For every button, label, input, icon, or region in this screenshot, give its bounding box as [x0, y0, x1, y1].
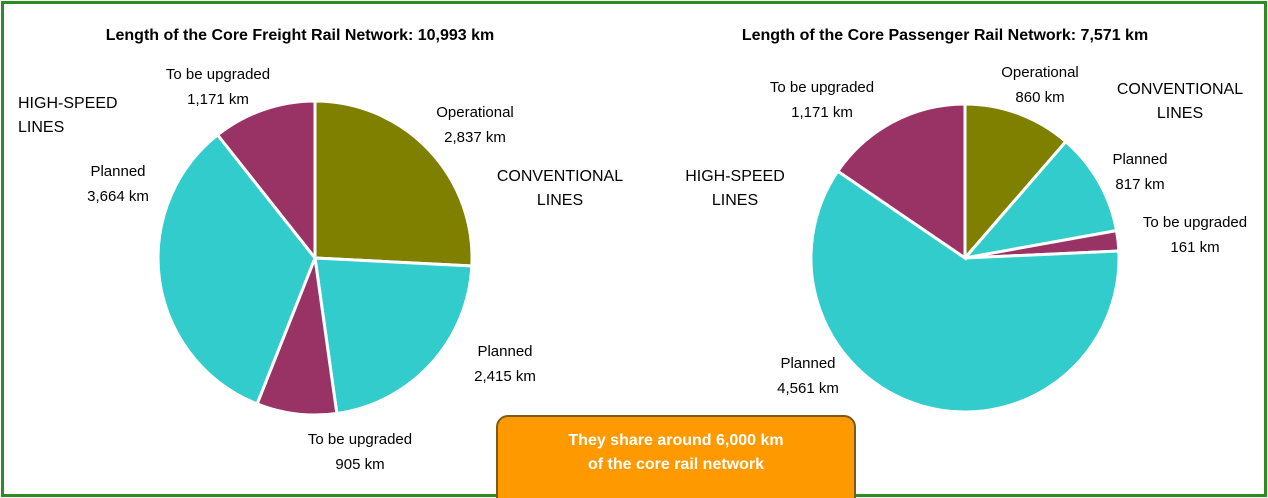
slice-label: To be upgraded	[770, 79, 874, 96]
slice-value: 1,171 km	[791, 104, 853, 121]
slice-value: 2,837 km	[444, 129, 506, 146]
slice-value: 817 km	[1115, 176, 1164, 193]
pie-slice	[156, 132, 317, 406]
slice-value: 2,415 km	[474, 368, 536, 385]
slice-label: Operational	[1001, 64, 1079, 81]
pie-slice	[313, 256, 474, 416]
slice-label: Planned	[780, 355, 835, 372]
slice-value: 1,171 km	[187, 91, 249, 108]
pie-slice	[835, 102, 967, 261]
slice-label: Operational	[436, 104, 514, 121]
pie-slice	[961, 139, 1119, 261]
callout: They share around 6,000 km of the core r…	[496, 415, 856, 498]
group-label: HIGH-SPEED LINES	[685, 168, 785, 209]
slice-label: Planned	[477, 343, 532, 360]
slice-value: 161 km	[1170, 239, 1219, 256]
slice-label: Planned	[90, 163, 145, 180]
slice-value: 4,561 km	[777, 380, 839, 397]
chart-title: Length of the Core Freight Rail Network:…	[106, 27, 495, 44]
slice-value: 860 km	[1015, 89, 1064, 106]
pie-slice	[313, 99, 474, 268]
slice-label: To be upgraded	[166, 66, 270, 83]
slice-label: To be upgraded	[308, 431, 412, 448]
pie-slice	[809, 169, 1121, 414]
slice-value: 3,664 km	[87, 188, 149, 205]
pie-slice	[963, 102, 1068, 263]
chart-title: Length of the Core Passenger Rail Networ…	[742, 27, 1148, 44]
group-label: CONVENTIONAL LINES	[496, 168, 624, 209]
slice-label: To be upgraded	[1143, 214, 1247, 231]
slice-label: Planned	[1112, 151, 1167, 168]
group-label: CONVENTIONAL LINES	[1116, 81, 1244, 122]
group-label: HIGH-SPEED LINES	[18, 95, 118, 136]
pie-slice	[215, 99, 317, 263]
slice-value: 905 km	[335, 456, 384, 473]
